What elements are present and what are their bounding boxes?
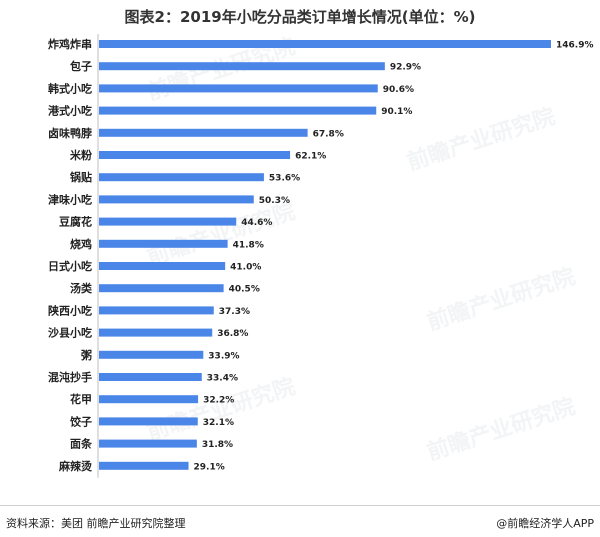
bar xyxy=(99,239,228,248)
value-label: 32.1% xyxy=(203,418,234,428)
watermark-text: 前瞻产业研究院 xyxy=(424,393,579,465)
value-label: 50.3% xyxy=(259,196,290,206)
bar xyxy=(99,262,226,270)
footer: 资料来源：美团 前瞻产业研究院整理 @前瞻经济学人APP xyxy=(0,505,600,537)
value-label: 33.4% xyxy=(207,374,238,384)
bar xyxy=(99,350,204,359)
category-label: 日式小吃 xyxy=(48,259,92,273)
value-label: 67.8% xyxy=(313,129,344,139)
bar xyxy=(99,461,189,470)
value-label: 40.5% xyxy=(229,285,260,295)
bar xyxy=(99,40,551,48)
category-label: 卤味鸭脖 xyxy=(48,126,92,140)
category-label: 沙县小吃 xyxy=(48,326,92,340)
bar xyxy=(99,151,291,159)
credit-note: @前瞻经济学人APP xyxy=(496,517,594,530)
watermark-text: 前瞻产业研究院 xyxy=(144,198,299,270)
value-label: 90.1% xyxy=(381,107,412,117)
value-label: 53.6% xyxy=(269,174,300,184)
value-label: 146.9% xyxy=(556,41,594,51)
value-label: 33.9% xyxy=(208,351,239,361)
bar xyxy=(99,439,197,448)
watermark-text: 前瞻产业研究院 xyxy=(424,263,579,335)
value-label: 41.0% xyxy=(230,263,261,273)
value-label: 92.9% xyxy=(390,63,421,73)
value-label: 90.6% xyxy=(383,85,414,95)
category-label: 津味小吃 xyxy=(48,192,92,206)
category-label: 汤类 xyxy=(70,281,93,295)
category-label: 烧鸡 xyxy=(70,237,92,251)
value-label: 32.2% xyxy=(203,396,234,406)
bar xyxy=(99,306,214,315)
bar xyxy=(99,128,308,137)
value-label: 29.1% xyxy=(194,462,225,472)
value-label: 36.8% xyxy=(217,329,248,339)
category-label: 饺子 xyxy=(70,414,92,428)
value-label: 31.8% xyxy=(202,440,233,450)
category-label: 炸鸡炸串 xyxy=(48,37,92,51)
bar xyxy=(99,106,377,115)
chart-title: 图表2：2019年小吃分品类订单增长情况(单位：%) xyxy=(124,8,476,26)
category-label: 陕西小吃 xyxy=(48,303,92,317)
category-label: 锅贴 xyxy=(70,170,92,184)
bar xyxy=(99,328,213,337)
bar xyxy=(99,173,264,182)
value-label: 37.3% xyxy=(219,307,250,317)
value-label: 41.8% xyxy=(233,240,264,250)
category-label: 港式小吃 xyxy=(48,104,92,118)
value-label: 62.1% xyxy=(295,152,326,162)
category-label: 粥 xyxy=(81,348,92,362)
bar xyxy=(99,373,202,381)
category-label: 混沌抄手 xyxy=(48,370,92,384)
bar xyxy=(99,62,385,71)
category-label: 麻辣烫 xyxy=(58,459,93,473)
category-label: 豆腐花 xyxy=(59,215,92,229)
bar xyxy=(99,84,378,93)
watermark-text: 前瞻产业研究院 xyxy=(144,373,299,445)
value-label: 44.6% xyxy=(241,218,272,228)
bar xyxy=(99,217,237,226)
category-label: 包子 xyxy=(69,59,92,73)
category-label: 花甲 xyxy=(70,392,92,406)
bar xyxy=(99,195,254,204)
source-note: 资料来源：美团 前瞻产业研究院整理 xyxy=(6,517,186,530)
bar xyxy=(99,417,198,426)
bar xyxy=(99,395,199,404)
category-label: 米粉 xyxy=(69,148,92,162)
bar xyxy=(99,284,224,293)
category-label: 韩式小吃 xyxy=(48,81,92,95)
category-label: 面条 xyxy=(70,437,93,451)
watermark-text: 前瞻产业研究院 xyxy=(404,103,559,175)
